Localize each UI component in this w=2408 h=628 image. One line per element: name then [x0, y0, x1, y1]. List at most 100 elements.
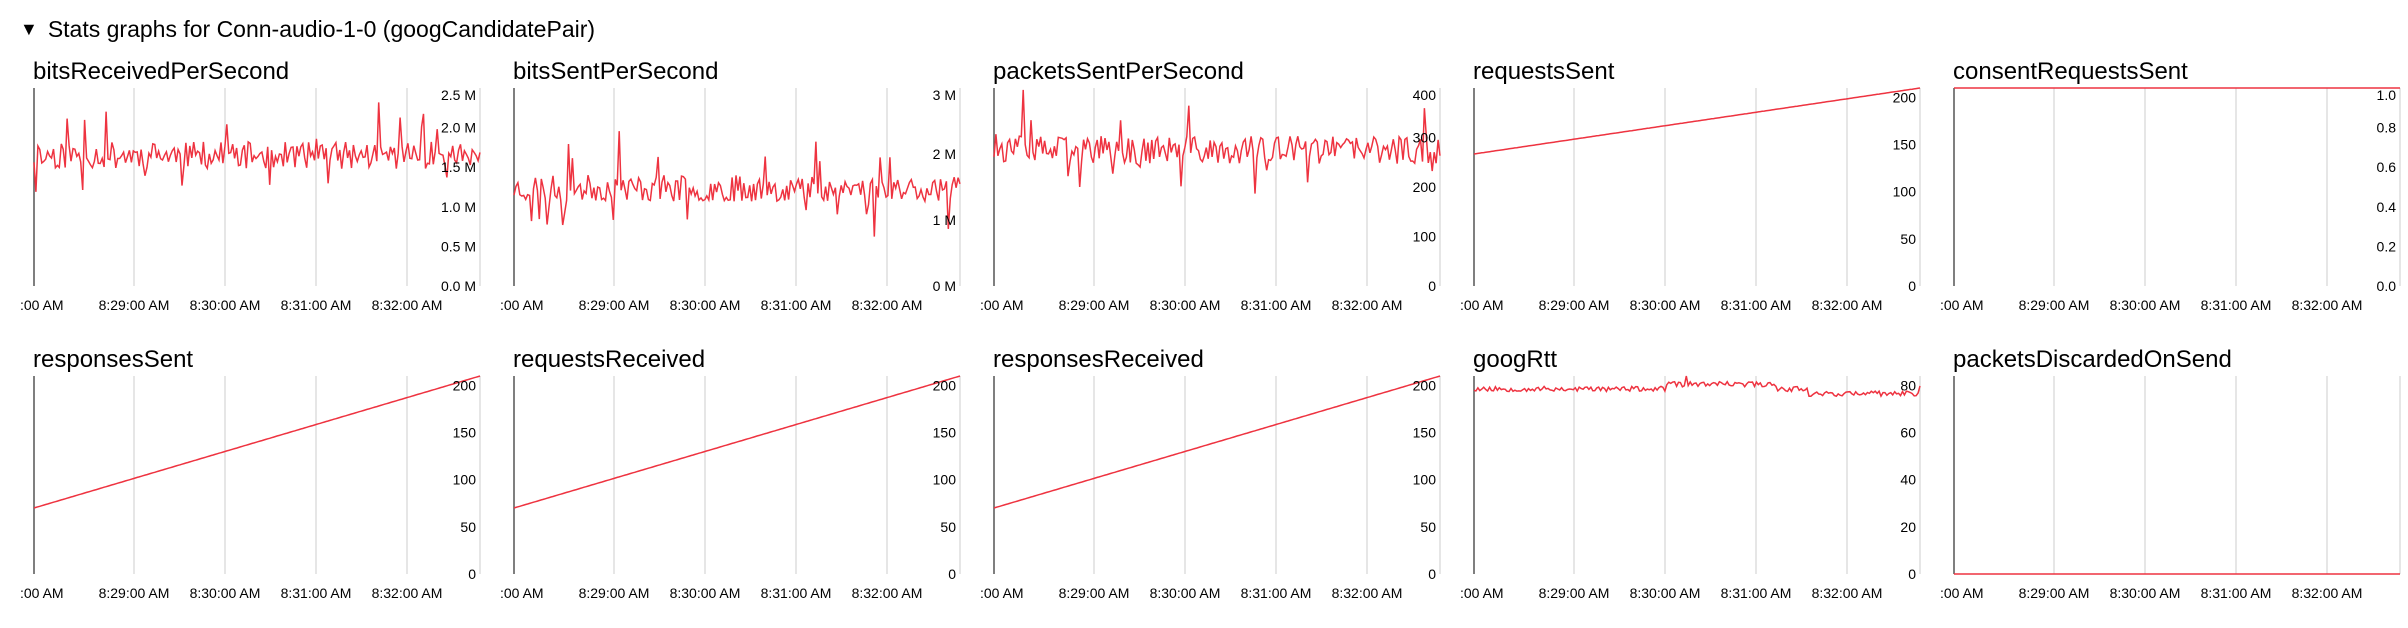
y-tick-label: 300: [1413, 130, 1437, 146]
x-tick-label: 8:29:00 AM: [579, 297, 650, 313]
chart-svg: :00 AM 8:29:00 AM 8:30:00 AM 8:31:00 AM 8:32…: [1940, 376, 2401, 601]
x-tick-label: :00 AM: [1460, 297, 1504, 313]
x-tick-label: 8:31:00 AM: [2201, 585, 2272, 601]
x-tick-label: 8:30:00 AM: [190, 585, 261, 601]
x-tick-label: 8:32:00 AM: [852, 585, 923, 601]
x-tick-label: 8:32:00 AM: [2292, 585, 2363, 601]
x-tick-label: 8:29:00 AM: [1059, 297, 1130, 313]
y-tick-label: 150: [1413, 425, 1437, 441]
y-tick-label: 0 M: [933, 278, 956, 294]
x-tick-label: 8:29:00 AM: [2019, 297, 2090, 313]
x-tick-label: 8:31:00 AM: [1721, 585, 1792, 601]
series-line: [33, 102, 481, 192]
y-tick-label: 150: [933, 425, 957, 441]
header-title: Stats graphs for Conn-audio-1-0 (googCan…: [47, 15, 596, 42]
chart-svg: 0 50 100 150 200:00 AM 8:29:00 AM 8:30:00 AM 8:…: [1460, 87, 1921, 313]
series-line: [513, 375, 961, 509]
chart-svg: 0 50 100 150 200:00 AM 8:29:00 AM 8:30:00 AM 8:…: [980, 375, 1441, 601]
y-tick-label: 50: [1420, 519, 1436, 535]
x-tick-label: 8:30:00 AM: [2110, 585, 2181, 601]
y-tick-label: 100: [1413, 472, 1437, 488]
x-tick-label: 8:32:00 AM: [1332, 297, 1403, 313]
chart-svg: 0 100 200 300 400 :00 AM 8:29:00 AM 8:30:00 AM 8…: [980, 87, 1441, 313]
disclosure-triangle-icon[interactable]: ▼: [20, 18, 38, 39]
x-tick-label: :00 AM: [1940, 297, 1984, 313]
y-tick-label: 2 M: [933, 146, 956, 162]
x-tick-label: 8:30:00 AM: [190, 297, 261, 313]
y-tick-label: 200: [1413, 377, 1437, 393]
y-tick-label: 100: [933, 472, 957, 488]
x-tick-label: 8:32:00 AM: [372, 585, 443, 601]
x-tick-label: :00 AM: [20, 585, 64, 601]
y-tick-label: 60: [1900, 425, 1916, 441]
chart-responsesReceived: responsesReceived 0 50 100 150 200:00 AM 8:29:…: [980, 346, 1441, 628]
x-tick-label: 8:29:00 AM: [1059, 585, 1130, 601]
x-tick-label: 8:30:00 AM: [2110, 297, 2181, 313]
x-tick-label: 8:32:00 AM: [1812, 297, 1883, 313]
chart-bitsSentPerSecond: bitsSentPerSecond 0 M 1 M 2 M 3 M:00 AM 8:29:…: [500, 58, 961, 340]
y-tick-label: 1.5 M: [441, 159, 476, 175]
chart-svg: 0.0 0.2 0.4 0.6 0.8 1.0:00 AM 8:29:00 AM 8:30:0…: [1940, 87, 2401, 313]
series-line: [1473, 375, 1921, 398]
y-tick-label: 0: [1908, 278, 1916, 294]
x-tick-label: 8:32:00 AM: [852, 297, 923, 313]
chart-googRtt: googRtt 0 20 40 60 80:00 AM 8:29:00 AM 8:30:00 …: [1460, 346, 1921, 628]
series-line: [33, 375, 481, 509]
y-tick-label: 0: [1428, 278, 1436, 294]
y-tick-label: 0.4: [2377, 199, 2397, 215]
y-tick-label: 200: [1413, 179, 1437, 195]
y-tick-label: 20: [1900, 519, 1916, 535]
chart-requestsReceived: requestsReceived 0 50 100 150 200:00 AM 8:29:0…: [500, 346, 961, 628]
x-tick-label: 8:29:00 AM: [1539, 585, 1610, 601]
chart-consentRequestsSent: consentRequestsSent 0.0 0.2 0.4 0.6 0.8 1.0:00…: [1940, 58, 2401, 340]
x-tick-label: 8:32:00 AM: [372, 297, 443, 313]
chart-title: bitsSentPerSecond: [513, 58, 719, 85]
x-tick-label: 8:31:00 AM: [761, 297, 832, 313]
chart-title: packetsDiscardedOnSend: [1953, 346, 2232, 373]
x-tick-label: 8:31:00 AM: [1241, 297, 1312, 313]
y-tick-label: 100: [1413, 229, 1437, 245]
y-tick-label: 0.0: [2377, 278, 2397, 294]
chart-svg: 0 50 100 150 200:00 AM 8:29:00 AM 8:30:00 AM 8:…: [500, 375, 961, 601]
y-tick-label: 3 M: [933, 87, 956, 103]
x-tick-label: :00 AM: [980, 297, 1024, 313]
chart-svg: 0 M 1 M 2 M 3 M:00 AM 8:29:00 AM 8:30:00 AM 8:…: [500, 87, 961, 313]
x-tick-label: 8:30:00 AM: [670, 297, 741, 313]
y-tick-label: 200: [1893, 89, 1917, 105]
chart-requestsSent: requestsSent 0 50 100 150 200:00 AM 8:29:00 AM…: [1460, 58, 1921, 340]
x-tick-label: 8:30:00 AM: [1150, 297, 1221, 313]
chart-svg: 0.0 M 0.5 M 1.0 M 1.5 M 2.0 M 2.5 M:00 AM 8:29…: [20, 87, 481, 313]
chart-title: requestsReceived: [513, 346, 706, 373]
y-tick-label: 1.0: [2377, 87, 2397, 103]
y-tick-label: 0: [948, 566, 956, 582]
x-tick-label: 8:31:00 AM: [1241, 585, 1312, 601]
x-tick-label: :00 AM: [20, 297, 64, 313]
chart-svg: 0 50 100 150 200:00 AM 8:29:00 AM 8:30:00 AM 8:…: [20, 375, 481, 601]
chart-title: requestsSent: [1473, 58, 1615, 85]
x-tick-label: 8:30:00 AM: [670, 585, 741, 601]
x-tick-label: 8:30:00 AM: [1150, 585, 1221, 601]
x-tick-label: 8:30:00 AM: [1630, 297, 1701, 313]
x-tick-label: :00 AM: [500, 585, 544, 601]
chart-title: responsesReceived: [993, 346, 1204, 373]
y-tick-label: 100: [1893, 184, 1917, 200]
x-tick-label: 8:31:00 AM: [2201, 297, 2272, 313]
x-tick-label: :00 AM: [500, 297, 544, 313]
x-tick-label: 8:29:00 AM: [579, 585, 650, 601]
y-tick-label: 200: [933, 377, 957, 393]
y-tick-label: 0.8: [2377, 120, 2397, 136]
x-tick-label: 8:29:00 AM: [99, 297, 170, 313]
y-tick-label: 0.5 M: [441, 238, 476, 254]
x-tick-label: 8:32:00 AM: [1332, 585, 1403, 601]
y-tick-label: 400: [1413, 87, 1437, 103]
y-tick-label: 1.0 M: [441, 199, 476, 215]
x-tick-label: :00 AM: [980, 585, 1024, 601]
series-line: [993, 89, 1441, 194]
x-tick-label: 8:31:00 AM: [281, 297, 352, 313]
y-tick-label: 2.5 M: [441, 87, 476, 103]
stats-graphs-header[interactable]: ▼ Stats graphs for Conn-audio-1-0 (googC…: [20, 14, 595, 44]
x-tick-label: :00 AM: [1940, 585, 1984, 601]
series-line: [993, 375, 1441, 509]
y-tick-label: 0.6: [2377, 159, 2397, 175]
chart-packetsSentPerSecond: packetsSentPerSecond 0 100 200 300 400:00 AM 8…: [980, 58, 1441, 340]
